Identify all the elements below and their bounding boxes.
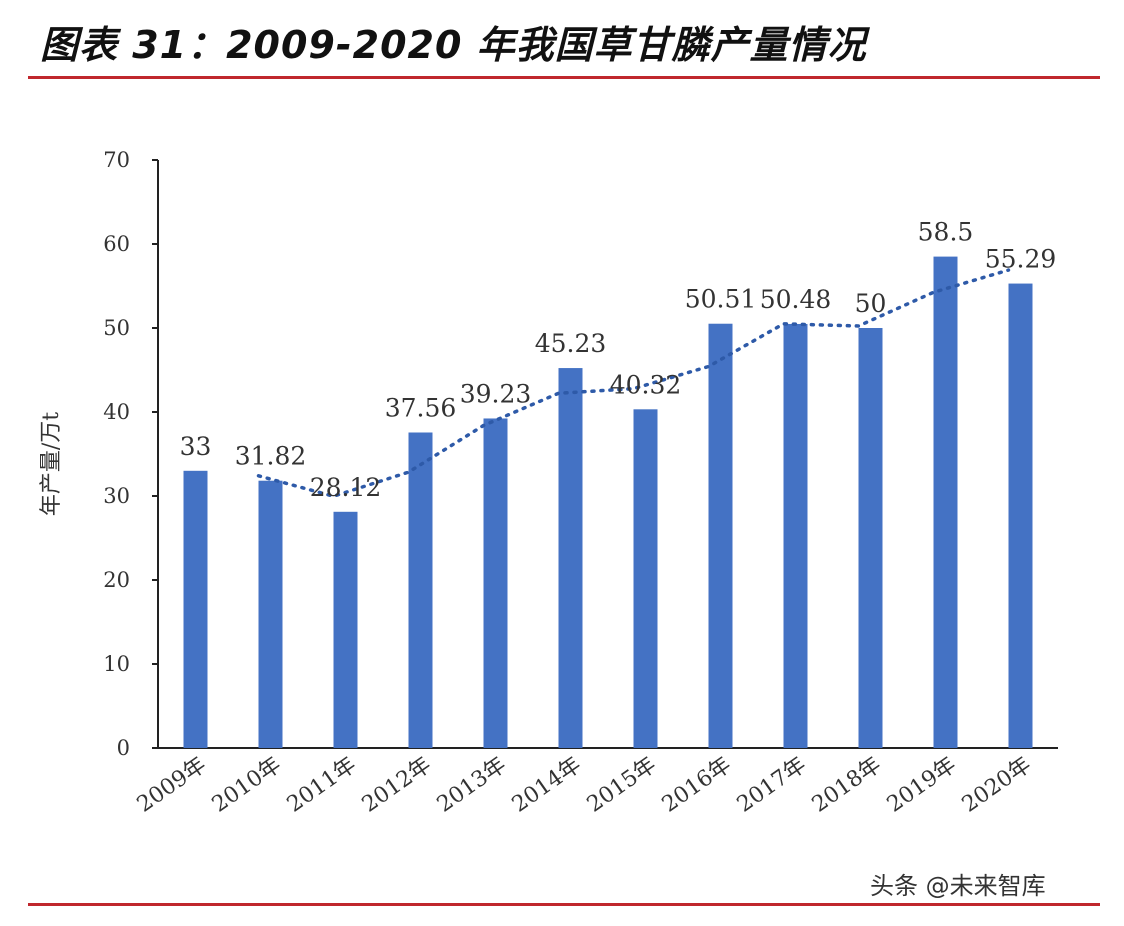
x-tick-label: 2017年: [733, 752, 811, 817]
y-tick-label: 70: [103, 148, 130, 172]
y-tick-label: 0: [117, 736, 130, 760]
bar-2015年: [633, 409, 658, 748]
data-label: 37.56: [385, 393, 457, 422]
bar-2018年: [858, 328, 883, 748]
bar-2013年: [483, 418, 508, 748]
bar-2016年: [708, 323, 733, 748]
bottom-rule: [28, 903, 1100, 906]
data-label: 33: [180, 432, 212, 461]
figure-title: 图表 31：2009-2020 年我国草甘膦产量情况: [40, 23, 867, 67]
x-tick-label: 2020年: [958, 752, 1036, 817]
y-axis-title: 年产量/万t: [39, 412, 64, 516]
data-label: 28.12: [310, 473, 382, 502]
x-tick-label: 2014年: [508, 752, 586, 817]
y-tick-label: 20: [103, 568, 130, 592]
bar-2017年: [783, 323, 808, 748]
x-tick-label: 2012年: [358, 752, 436, 817]
top-rule: [28, 76, 1100, 79]
category-labels: 2009年2010年2011年2012年2013年2014年2015年2016年…: [133, 752, 1036, 817]
data-label: 31.82: [235, 442, 307, 471]
data-label: 50: [855, 289, 887, 318]
axes: 0 10 20 30 40 50 60 70: [103, 148, 1058, 760]
bar-2020年: [1008, 283, 1033, 748]
bars: [183, 256, 1033, 748]
bar-2009年: [183, 470, 208, 748]
y-axis-label: 年产量/万t: [39, 412, 64, 516]
y-tick-label: 60: [103, 232, 130, 256]
x-tick-label: 2018年: [808, 752, 886, 817]
data-label: 50.48: [760, 285, 832, 314]
bar-2010年: [258, 480, 283, 748]
bar-2011年: [333, 511, 358, 748]
data-label: 39.23: [460, 379, 532, 408]
x-tick-label: 2011年: [283, 752, 361, 817]
x-tick-label: 2015年: [583, 752, 661, 817]
bar-2012年: [408, 432, 433, 748]
x-tick-label: 2009年: [133, 752, 211, 817]
bar-2019年: [933, 256, 958, 748]
data-label: 50.51: [685, 285, 757, 314]
data-label: 58.5: [918, 218, 974, 247]
data-label: 55.29: [985, 245, 1057, 274]
y-tick-label: 10: [103, 652, 130, 676]
bar-2014年: [558, 368, 583, 748]
x-tick-label: 2013年: [433, 752, 511, 817]
moving-average-line: [256, 268, 1011, 499]
data-label: 40.32: [610, 370, 682, 399]
y-tick-label: 30: [103, 484, 130, 508]
y-tick-label: 50: [103, 316, 130, 340]
data-label: 45.23: [535, 329, 607, 358]
x-tick-label: 2010年: [208, 752, 286, 817]
x-tick-label: 2016年: [658, 752, 736, 817]
x-tick-label: 2019年: [883, 752, 961, 817]
y-tick-label: 40: [103, 400, 130, 424]
trendline: [256, 268, 1011, 499]
watermark: 头条 @未来智库: [870, 872, 1046, 900]
